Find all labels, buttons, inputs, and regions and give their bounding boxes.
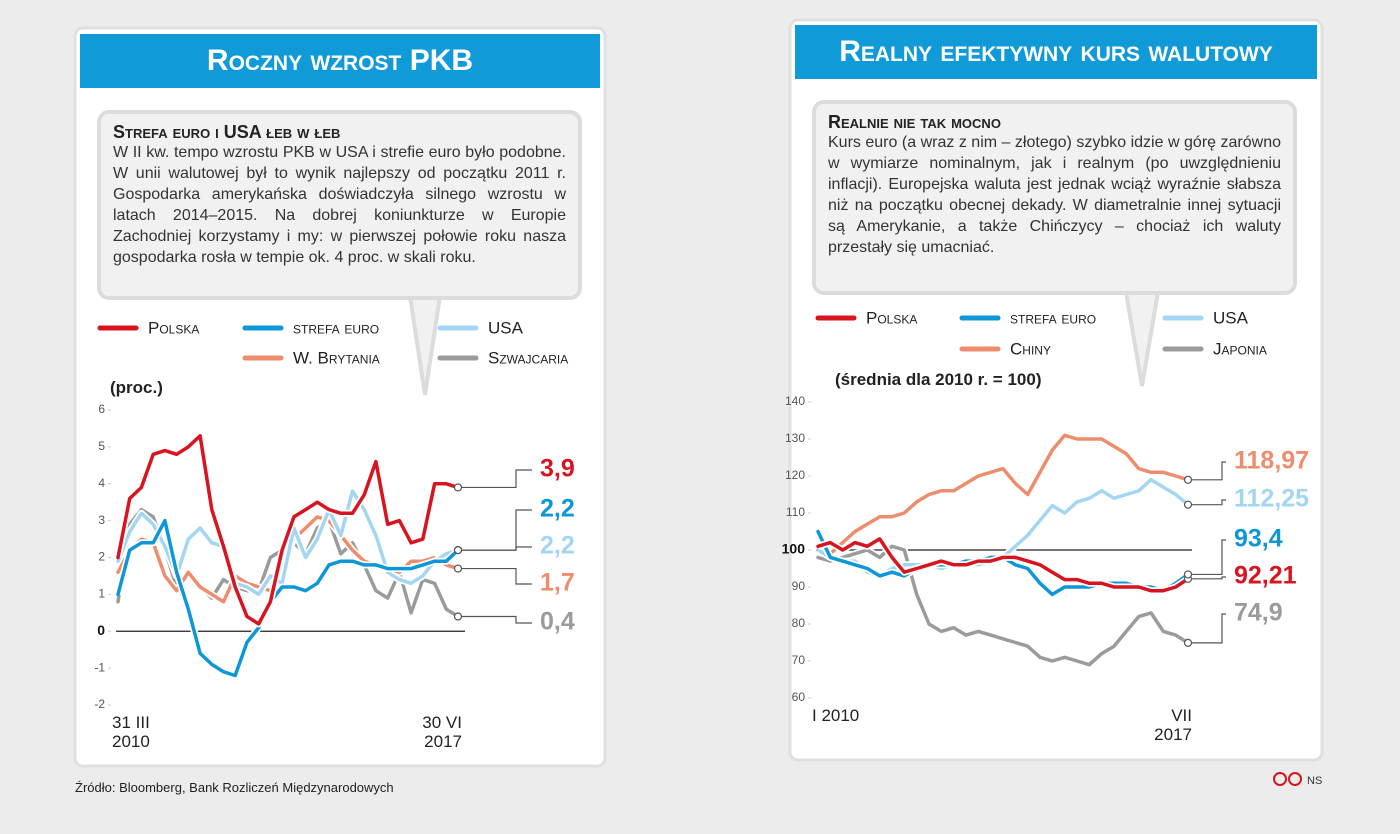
value-label: 2,2 bbox=[540, 495, 575, 523]
y-tick-label: 6 bbox=[98, 402, 105, 416]
y-tick-label: -2 bbox=[94, 697, 105, 711]
y-tick-label: 120 bbox=[785, 468, 805, 482]
series-line bbox=[816, 433, 1190, 556]
leader-line bbox=[458, 469, 532, 489]
legend-label: Polska bbox=[148, 318, 199, 337]
y-tick-label: 1 bbox=[98, 587, 105, 601]
leader-line bbox=[1188, 499, 1226, 506]
y-tick-label: 0 bbox=[97, 622, 105, 638]
box-text: W II kw. tempo wzrostu PKB w USA i stref… bbox=[113, 144, 566, 266]
leader-line bbox=[1188, 461, 1226, 481]
end-point bbox=[1183, 570, 1193, 579]
y-tick-label: 100 bbox=[782, 541, 806, 557]
end-point bbox=[1183, 638, 1193, 647]
source: Źródło: Bloomberg, Bank Rozliczeń Między… bbox=[75, 780, 394, 795]
value-label: 1,7 bbox=[540, 569, 575, 597]
value-label: 92,21 bbox=[1234, 562, 1297, 590]
legend-label: Polska bbox=[866, 308, 917, 327]
text-box: Realnie nie tak mocno Kurs euro (a wraz … bbox=[812, 100, 1297, 295]
y-tick-label: 60 bbox=[792, 690, 806, 704]
x-tick-label: I 2010 bbox=[812, 706, 860, 725]
series-line bbox=[816, 537, 1190, 593]
series-line bbox=[116, 434, 460, 626]
leader-line bbox=[458, 546, 532, 551]
legend-label: strefa euro bbox=[1010, 308, 1096, 327]
box-text: Kurs euro (a wraz z nim – złotego) szybk… bbox=[828, 134, 1281, 256]
legend-label: strefa euro bbox=[293, 318, 379, 337]
series-line bbox=[816, 544, 1190, 667]
leader-line bbox=[1188, 576, 1226, 580]
title-bar: Realny efektywny kurs walutowy bbox=[795, 25, 1317, 79]
x-tick-label: VII 2017 bbox=[1154, 706, 1192, 744]
x-tick-label: 31 III 2010 bbox=[112, 713, 150, 751]
y-tick-label: 90 bbox=[792, 579, 806, 593]
leader-line bbox=[1188, 613, 1226, 644]
legend-label: Chiny bbox=[1010, 339, 1051, 358]
x-tick-label: 30 VI 2017 bbox=[422, 713, 462, 751]
y-tick-label: 5 bbox=[98, 439, 105, 453]
value-label: 118,97 bbox=[1234, 447, 1309, 475]
legend-label: USA bbox=[1213, 308, 1249, 327]
value-label: 2,2 bbox=[540, 532, 575, 560]
title-bar: Roczny wzrost PKB bbox=[80, 34, 600, 88]
value-label: 93,4 bbox=[1234, 525, 1283, 553]
unit-label: (proc.) bbox=[110, 378, 163, 397]
legend-label: Szwajcaria bbox=[488, 348, 568, 367]
value-label: 74,9 bbox=[1234, 599, 1283, 627]
end-point bbox=[1183, 475, 1193, 484]
value-label: 3,9 bbox=[540, 455, 575, 483]
box-title: Strefa euro i USA łeb w łeb bbox=[113, 122, 341, 142]
leader-line bbox=[458, 567, 532, 585]
box-title: Realnie nie tak mocno bbox=[828, 112, 1001, 132]
y-tick-label: 2 bbox=[98, 550, 105, 564]
callout-tail bbox=[408, 295, 442, 396]
end-point bbox=[453, 483, 463, 492]
legend-label: USA bbox=[488, 318, 524, 337]
y-tick-label: -1 bbox=[94, 660, 105, 674]
legend-label: Japonia bbox=[1213, 339, 1267, 358]
y-tick-label: 110 bbox=[786, 505, 805, 519]
end-point bbox=[453, 564, 463, 573]
legend-label: W. Brytania bbox=[293, 348, 380, 367]
value-label: 0,4 bbox=[540, 608, 575, 636]
y-tick-label: 80 bbox=[792, 616, 806, 630]
y-tick-label: 3 bbox=[98, 513, 105, 527]
callout-tail bbox=[1124, 291, 1160, 387]
y-tick-label: 130 bbox=[785, 431, 805, 445]
unit-label: (średnia dla 2010 r. = 100) bbox=[835, 370, 1042, 389]
y-tick-label: 140 bbox=[785, 394, 805, 408]
y-tick-label: 70 bbox=[792, 653, 806, 667]
value-label: 112,25 bbox=[1234, 485, 1309, 513]
text-box: Strefa euro i USA łeb w łeb W II kw. tem… bbox=[97, 110, 582, 300]
end-point bbox=[1183, 500, 1193, 509]
end-point bbox=[453, 612, 463, 621]
y-tick-label: 4 bbox=[98, 476, 105, 490]
leader-line bbox=[1188, 539, 1226, 576]
copyright-icon bbox=[1288, 772, 1302, 786]
leader-line bbox=[458, 615, 532, 624]
credit: NS bbox=[1307, 775, 1322, 787]
series-line bbox=[116, 518, 460, 678]
end-point bbox=[453, 546, 463, 555]
copyright-icon bbox=[1273, 772, 1287, 786]
